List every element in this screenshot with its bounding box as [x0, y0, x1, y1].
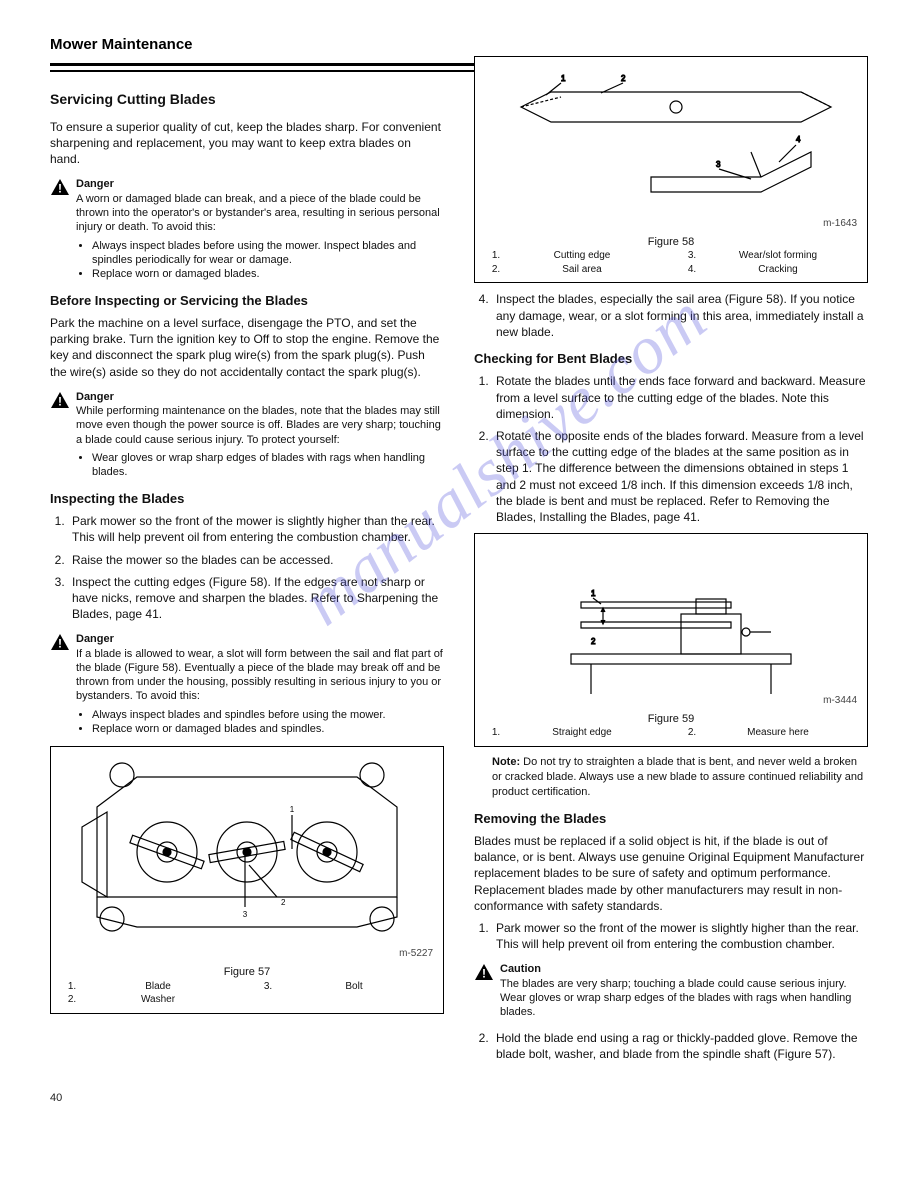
svg-text:1: 1	[591, 589, 596, 598]
svg-text:1: 1	[290, 805, 295, 814]
remove-step-1: Park mower so the front of the mower is …	[492, 920, 868, 952]
figure-58-code: m-1643	[485, 217, 857, 231]
svg-text:!: !	[58, 182, 62, 196]
danger-block-3: ! Danger If a blade is allowed to wear, …	[50, 632, 444, 736]
figure-58-caption: Figure 58	[485, 235, 857, 250]
svg-text:2: 2	[591, 637, 596, 646]
figure-59-box: 1 2 m-3444 Figure 59 Straight edge	[474, 533, 868, 747]
danger-1-item-1: Always inspect blades before using the m…	[92, 239, 444, 268]
figure-57-code: m-5227	[61, 947, 433, 961]
page-footer: 40	[50, 1092, 868, 1104]
removing-blades-heading: Removing the Blades	[474, 810, 868, 828]
fig58-legend-2: Sail area	[503, 263, 661, 277]
page-title: Mower Maintenance	[50, 36, 868, 53]
svg-text:3: 3	[716, 160, 721, 169]
danger-1-body: A worn or damaged blade can break, and a…	[76, 193, 440, 234]
svg-text:2: 2	[621, 74, 626, 83]
page-number: 40	[50, 1092, 62, 1104]
inspect-step-4: Inspect the blades, especially the sail …	[492, 291, 868, 340]
danger-block-2: ! Danger While performing maintenance on…	[50, 390, 444, 480]
caution-body: The blades are very sharp; touching a bl…	[500, 978, 851, 1019]
inspect-step-3: Inspect the cutting edges (Figure 58). I…	[68, 574, 444, 623]
caution-block: ! Caution The blades are very sharp; tou…	[474, 962, 868, 1019]
svg-text:!: !	[58, 394, 62, 408]
figure-59-illustration: 1 2	[531, 544, 811, 694]
figure-58-illustration: 1 2 3 4	[501, 67, 841, 217]
inspect-step-1: Park mower so the front of the mower is …	[68, 513, 444, 545]
danger-3-item-1: Always inspect blades and spindles befor…	[92, 708, 444, 722]
fig58-legend-1: Cutting edge	[503, 249, 661, 263]
danger-3-body: If a blade is allowed to wear, a slot wi…	[76, 648, 443, 703]
right-column: 1 2 3 4 m-1643 Figure 58	[474, 84, 868, 1068]
fig58-legend-3: Wear/slot forming	[699, 249, 857, 263]
fig57-legend-2: Washer	[79, 993, 237, 1007]
danger-3-text: Danger If a blade is allowed to wear, a …	[76, 632, 444, 736]
figure-57-illustration: 3 2 1	[77, 757, 417, 947]
fig57-legend-1: Blade	[79, 980, 237, 994]
danger-triangle-icon: !	[50, 391, 70, 409]
danger-1-text: Danger A worn or damaged blade can break…	[76, 177, 444, 281]
inspecting-blades-heading: Inspecting the Blades	[50, 490, 444, 508]
before-inspect-heading: Before Inspecting or Servicing the Blade…	[50, 292, 444, 310]
check-bent-steps: Rotate the blades until the ends face fo…	[474, 373, 868, 525]
fig59-legend-1: Straight edge	[503, 726, 661, 740]
danger-block-1: ! Danger A worn or damaged blade can bre…	[50, 177, 444, 281]
svg-text:2: 2	[281, 898, 286, 907]
page-container: manualshive.com Mower Maintenance Servic…	[0, 0, 918, 1124]
danger-2-label: Danger	[76, 391, 114, 403]
remove-step-1-list: Park mower so the front of the mower is …	[474, 920, 868, 952]
caution-triangle-icon: !	[474, 963, 494, 981]
fig58-legend-4: Cracking	[699, 263, 857, 277]
check-bent-1: Rotate the blades until the ends face fo…	[492, 373, 868, 422]
figure-57-box: 3 2 1 m-5227 Figure 57 Blade Washer Bolt	[50, 746, 444, 1013]
fig59-legend-2: Measure here	[699, 726, 857, 740]
inspect-step-4-list: Inspect the blades, especially the sail …	[474, 291, 868, 340]
danger-triangle-icon: !	[50, 178, 70, 196]
before-inspect-para: Park the machine on a level surface, dis…	[50, 315, 444, 380]
caution-text: Caution The blades are very sharp; touch…	[500, 962, 868, 1019]
check-bent-2: Rotate the opposite ends of the blades f…	[492, 428, 868, 525]
danger-2-text: Danger While performing maintenance on t…	[76, 390, 444, 480]
figure-58-box: 1 2 3 4 m-1643 Figure 58	[474, 56, 868, 283]
figure-58-legend: Cutting edge Sail area Wear/slot forming…	[485, 249, 857, 276]
caution-label: Caution	[500, 963, 541, 975]
inspect-steps: Park mower so the front of the mower is …	[50, 513, 444, 622]
danger-triangle-icon: !	[50, 633, 70, 651]
figure-59-caption: Figure 59	[485, 712, 857, 727]
danger-3-item-2: Replace worn or damaged blades and spind…	[92, 722, 444, 736]
svg-text:3: 3	[243, 910, 248, 919]
intro-para: To ensure a superior quality of cut, kee…	[50, 119, 444, 168]
danger-3-label: Danger	[76, 633, 114, 645]
inspect-step-2: Raise the mower so the blades can be acc…	[68, 552, 444, 568]
figure-57-caption: Figure 57	[61, 965, 433, 980]
danger-1-label: Danger	[76, 178, 114, 190]
danger-2-item-1: Wear gloves or wrap sharp edges of blade…	[92, 451, 444, 480]
checking-bent-heading: Checking for Bent Blades	[474, 350, 868, 368]
servicing-blades-heading: Servicing Cutting Blades	[50, 90, 444, 109]
figure-57-legend: Blade Washer Bolt	[61, 980, 433, 1007]
figure-59-legend: Straight edge Measure here	[485, 726, 857, 740]
left-column: Servicing Cutting Blades To ensure a sup…	[50, 84, 444, 1068]
svg-text:!: !	[482, 967, 486, 981]
danger-1-item-2: Replace worn or damaged blades.	[92, 267, 444, 281]
content-columns: Servicing Cutting Blades To ensure a sup…	[50, 84, 868, 1068]
remove-step-2-list: Hold the blade end using a rag or thickl…	[474, 1030, 868, 1062]
figure-59-code: m-3444	[485, 694, 857, 708]
fig57-legend-3: Bolt	[275, 980, 433, 994]
svg-text:1: 1	[561, 74, 566, 83]
remove-step-2: Hold the blade end using a rag or thickl…	[492, 1030, 868, 1062]
danger-2-body: While performing maintenance on the blad…	[76, 405, 441, 446]
svg-text:4: 4	[796, 135, 801, 144]
fig59-note: Do not try to straighten a blade that is…	[492, 756, 863, 798]
removing-blades-para: Blades must be replaced if a solid objec…	[474, 833, 868, 914]
svg-text:!: !	[58, 637, 62, 651]
